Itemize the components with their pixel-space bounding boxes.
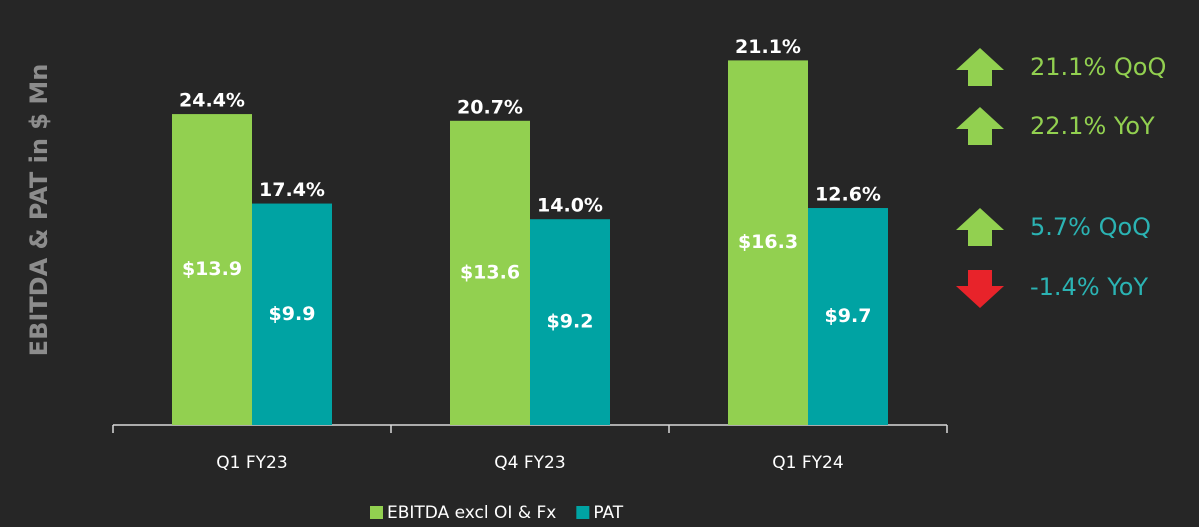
annotation: -1.4% YoY	[1030, 273, 1148, 301]
legend-swatch	[370, 506, 383, 519]
margin-label: 12.6%	[815, 184, 881, 206]
x-tick-label: Q4 FY23	[494, 453, 565, 473]
value-label: $9.2	[547, 311, 594, 333]
margin-label: 14.0%	[537, 195, 603, 217]
bar	[450, 120, 530, 425]
bar	[252, 203, 332, 425]
value-label: $9.9	[269, 303, 316, 325]
x-tick-label: Q1 FY23	[216, 453, 287, 473]
arrow-icon	[956, 208, 1004, 246]
legend-label: PAT	[593, 503, 623, 523]
bar	[530, 219, 610, 425]
value-label: $13.6	[460, 261, 520, 283]
margin-label: 17.4%	[259, 179, 325, 201]
legend-label: EBITDA excl OI & Fx	[387, 503, 556, 523]
arrow-icon	[956, 48, 1004, 86]
annotation: 21.1% QoQ	[1030, 53, 1166, 81]
value-label: $9.7	[825, 305, 872, 327]
bar	[728, 60, 808, 425]
y-axis-title: EBITDA & PAT in $ Mn	[25, 64, 53, 357]
legend-swatch	[576, 506, 590, 519]
value-label: $13.9	[182, 258, 242, 280]
arrow-icon	[956, 107, 1004, 145]
value-label: $16.3	[738, 231, 798, 253]
annotation: 5.7% QoQ	[1030, 213, 1151, 241]
arrow-icon	[956, 270, 1004, 308]
annotation: 22.1% YoY	[1030, 112, 1155, 140]
bar	[172, 114, 252, 425]
x-tick-label: Q1 FY24	[772, 453, 843, 473]
margin-label: 21.1%	[735, 36, 801, 58]
margin-label: 20.7%	[457, 96, 523, 118]
margin-label: 24.4%	[179, 90, 245, 112]
bar	[808, 208, 888, 425]
